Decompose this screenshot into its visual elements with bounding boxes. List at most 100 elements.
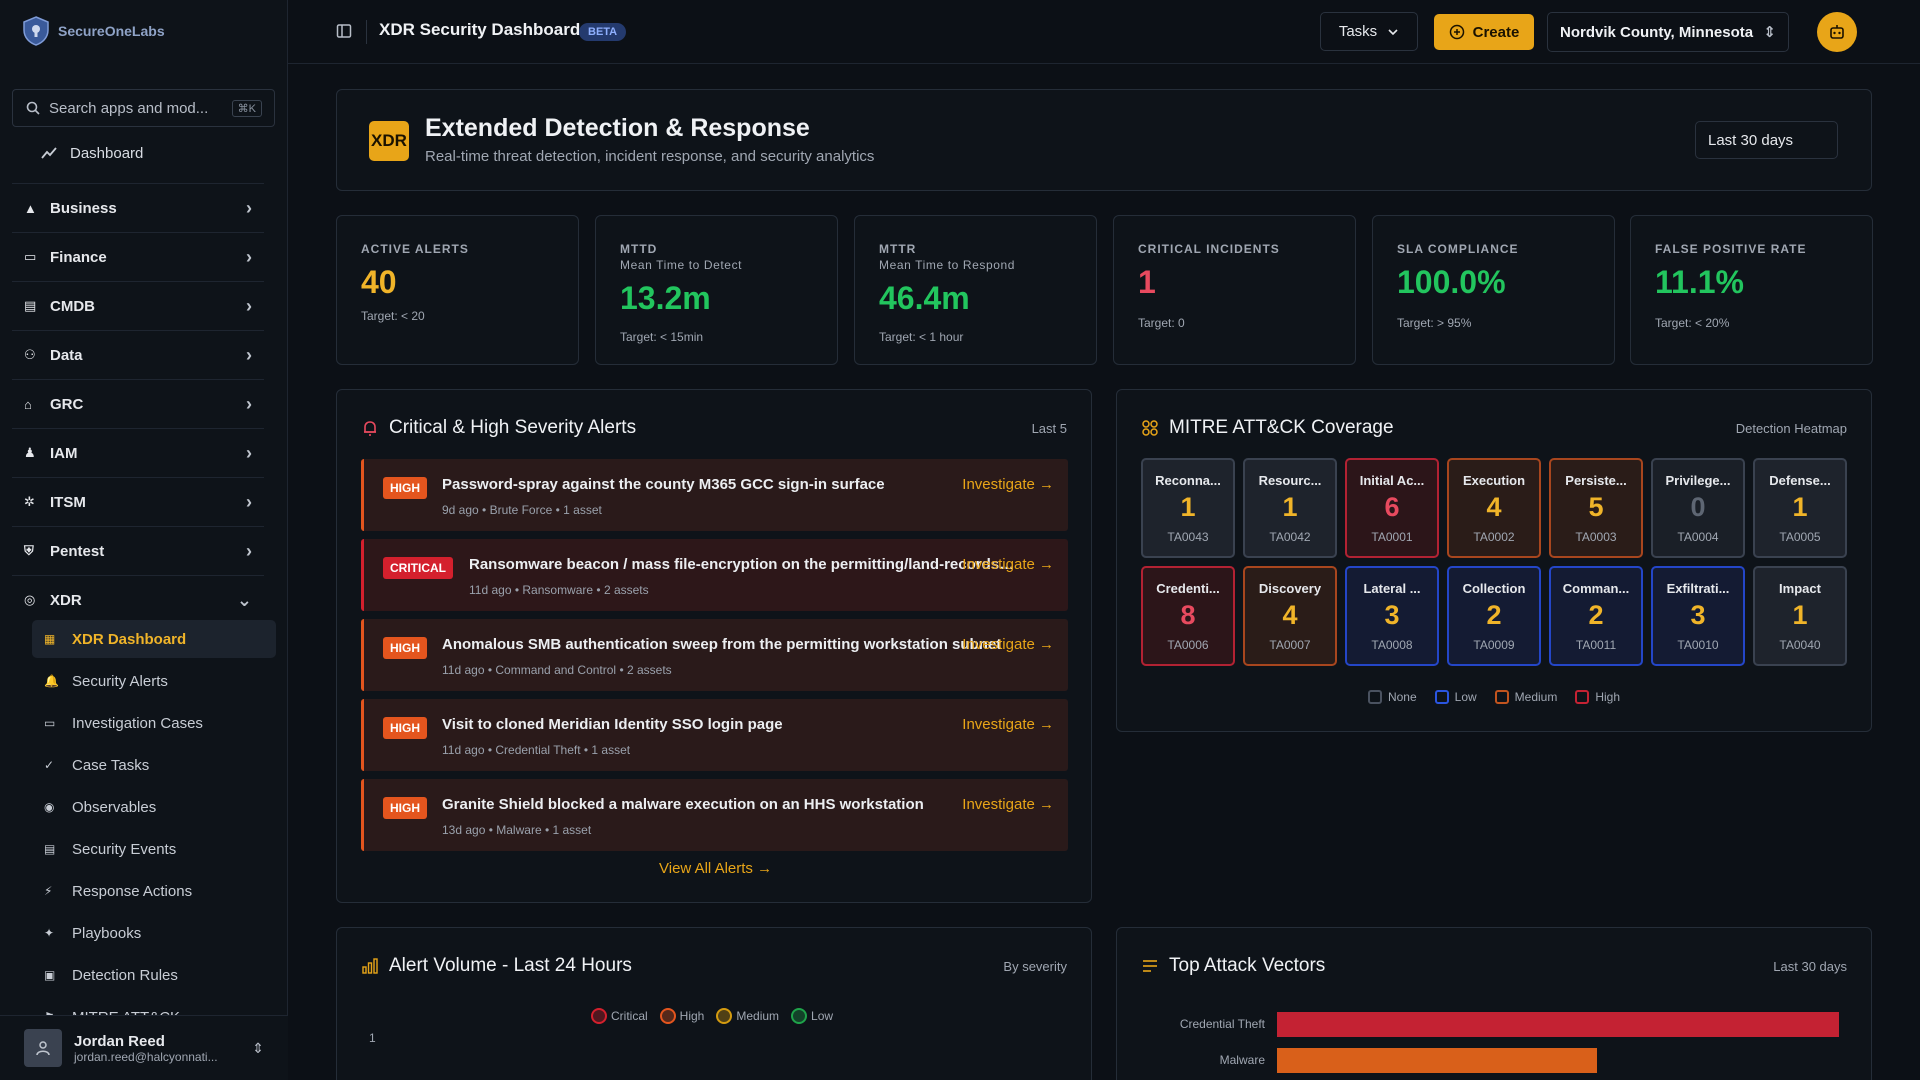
sidebar-group-finance[interactable]: ▭ Finance › — [12, 232, 264, 281]
data-group-icon: ⚇ — [24, 347, 36, 362]
kpi-target: Target: 0 — [1138, 316, 1185, 330]
alert-assets: 2 assets — [626, 663, 672, 677]
sidebar-group-iam[interactable]: ♟ IAM › — [12, 428, 264, 477]
sidebar-item-investigation-cases[interactable]: ▭ Investigation Cases — [32, 704, 276, 742]
investigate-link[interactable]: Investigate → — [962, 716, 1054, 733]
tactic-count: 1 — [1792, 600, 1808, 630]
sidebar-item-security-events[interactable]: ▤ Security Events — [32, 830, 276, 868]
alert-item[interactable]: HIGH Anomalous SMB authentication sweep f… — [361, 619, 1068, 691]
tactic-tile[interactable]: Privilege... 0 TA0004 — [1651, 458, 1745, 558]
investigate-link[interactable]: Investigate → — [962, 636, 1054, 653]
investigate-link[interactable]: Investigate → — [962, 476, 1054, 493]
date-range-select[interactable]: Last 30 days — [1695, 121, 1838, 159]
legend-label: Low — [811, 1009, 834, 1023]
sidebar-item-detection-rules[interactable]: ▣ Detection Rules — [32, 956, 276, 994]
severity-badge: HIGH — [383, 717, 427, 739]
sidebar-item-observables[interactable]: ◉ Observables — [32, 788, 276, 826]
severity-badge: HIGH — [383, 637, 427, 659]
divider — [366, 20, 367, 44]
brand-logo[interactable]: SecureOneLabs — [22, 16, 165, 46]
alert-item[interactable]: HIGH Granite Shield blocked a malware exe… — [361, 779, 1068, 851]
volume-legend-item[interactable]: Critical — [591, 1008, 648, 1024]
legend-dot — [716, 1008, 733, 1024]
sidebar-item-security-alerts[interactable]: 🔔 Security Alerts — [32, 662, 276, 700]
alert-item[interactable]: HIGH Visit to cloned Meridian Identity SS… — [361, 699, 1068, 771]
tactic-tile[interactable]: Exfiltrati... 3 TA0010 — [1651, 566, 1745, 666]
tactic-tile[interactable]: Initial Ac... 6 TA0001 — [1345, 458, 1439, 558]
tactic-tile[interactable]: Collection 2 TA0009 — [1447, 566, 1541, 666]
chevron-down-icon — [1388, 28, 1398, 35]
bar-chart-icon — [362, 958, 378, 974]
legend-swatch — [1367, 690, 1382, 704]
xdr-submenu: ▦ XDR Dashboard 🔔 Security Alerts ▭ Investiga… — [32, 620, 276, 1040]
kpi-sublabel: Mean Time to Respond — [879, 258, 1016, 272]
tasks-button[interactable]: Tasks — [1320, 12, 1418, 51]
volume-legend-item[interactable]: Medium — [716, 1008, 779, 1024]
sidebar-item-response-actions[interactable]: ⚡ Response Actions — [32, 872, 276, 910]
tactic-tile[interactable]: Credenti... 8 TA0006 — [1141, 566, 1235, 666]
sidebar-group-itsm[interactable]: ✲ ITSM › — [12, 477, 264, 526]
sidebar-group-cmdb[interactable]: ▤ CMDB › — [12, 281, 264, 330]
tactic-tile[interactable]: Persiste... 5 TA0003 — [1549, 458, 1643, 558]
assistant-button[interactable] — [1817, 12, 1857, 52]
alert-age: 13d ago — [442, 823, 486, 837]
tactic-count: 2 — [1486, 600, 1502, 630]
create-button[interactable]: Create — [1434, 14, 1534, 50]
alert-category: Brute Force — [489, 503, 553, 517]
investigate-link[interactable]: Investigate → — [962, 796, 1054, 813]
tactic-id: TA0011 — [1575, 638, 1617, 652]
tactic-tile[interactable]: Impact 1 TA0040 — [1753, 566, 1847, 666]
tactic-count: 1 — [1180, 492, 1196, 522]
sidebar-group-pentest[interactable]: ⛨ Pentest › — [12, 526, 264, 575]
tactic-tile[interactable]: Defense... 1 TA0005 — [1753, 458, 1847, 558]
view-all-alerts-link[interactable]: View All Alerts → — [659, 860, 773, 877]
tactic-name: Initial Ac... — [1359, 473, 1425, 488]
meta-separator: • — [511, 583, 523, 597]
sidebar-toggle-icon[interactable] — [336, 23, 352, 39]
kpi-value: 46.4m — [879, 280, 970, 316]
volume-legend-item[interactable]: High — [659, 1008, 704, 1024]
tactic-tile[interactable]: Resourc... 1 TA0042 — [1243, 458, 1337, 558]
sidebar-item-playbooks[interactable]: ✦ Playbooks — [32, 914, 276, 952]
sidebar-item-xdr-dashboard[interactable]: ▦ XDR Dashboard — [32, 620, 276, 658]
alert-item[interactable]: HIGH Password-spray against the county M3… — [361, 459, 1068, 531]
kpi-target: Target: < 1 hour — [879, 330, 964, 344]
user-email: jordan.reed@halcyonnati... — [74, 1049, 218, 1064]
investigate-link[interactable]: Investigate → — [962, 556, 1054, 573]
user-menu[interactable]: Jordan Reed jordan.reed@halcyonnati... ⇕ — [0, 1015, 288, 1080]
plus-circle-icon — [1449, 24, 1464, 40]
tactic-tile[interactable]: Lateral ... 3 TA0008 — [1345, 566, 1439, 666]
kpi-target: Target: < 15min — [620, 330, 704, 344]
search-input[interactable]: Search apps and mod... ⌘K — [12, 89, 275, 127]
county-label: Nordvik County, Minnesota — [1560, 23, 1754, 41]
alert-assets: 1 asset — [563, 503, 602, 517]
sidebar-item-label: Detection Rules — [72, 966, 178, 984]
volume-legend-item[interactable]: Low — [791, 1008, 833, 1024]
sidebar-group-grc[interactable]: ⌂ GRC › — [12, 379, 264, 428]
kpi-label: FALSE POSITIVE RATE — [1655, 242, 1807, 256]
sidebar-group-business[interactable]: ▲ Business › — [12, 183, 264, 232]
tactic-name: Discovery — [1258, 581, 1322, 596]
county-selector[interactable]: Nordvik County, Minnesota ⇕ — [1547, 12, 1789, 52]
tactic-tile[interactable]: Discovery 4 TA0007 — [1243, 566, 1337, 666]
kpi-label: MTTR — [879, 242, 917, 256]
tactic-name: Lateral ... — [1363, 581, 1421, 596]
tactic-id: TA0009 — [1473, 638, 1515, 652]
meta-separator: • — [593, 583, 604, 597]
legend-label: Critical — [611, 1009, 648, 1023]
itsm-group-icon: ✲ — [24, 494, 35, 509]
chevron-right-icon: › — [246, 540, 252, 561]
alert-item[interactable]: CRITICAL Ransomware beacon / mass file-en… — [361, 539, 1068, 611]
tactic-id: TA0001 — [1371, 530, 1413, 544]
sidebar-group-data[interactable]: ⚇ Data › — [12, 330, 264, 379]
tactic-tile[interactable]: Comman... 2 TA0011 — [1549, 566, 1643, 666]
sidebar-item-dashboard[interactable]: Dashboard — [40, 144, 143, 162]
tactic-tile[interactable]: Reconna... 1 TA0043 — [1141, 458, 1235, 558]
tactic-tile[interactable]: Execution 4 TA0002 — [1447, 458, 1541, 558]
sidebar-group-label: XDR — [50, 591, 82, 609]
sub-item-icon: ✦ — [44, 926, 55, 940]
sidebar-item-case-tasks[interactable]: ✓ Case Tasks — [32, 746, 276, 784]
sidebar-group-xdr[interactable]: ◎ XDR ⌄ — [12, 575, 264, 624]
meta-separator: • — [484, 663, 496, 677]
tactic-count: 8 — [1180, 600, 1196, 630]
